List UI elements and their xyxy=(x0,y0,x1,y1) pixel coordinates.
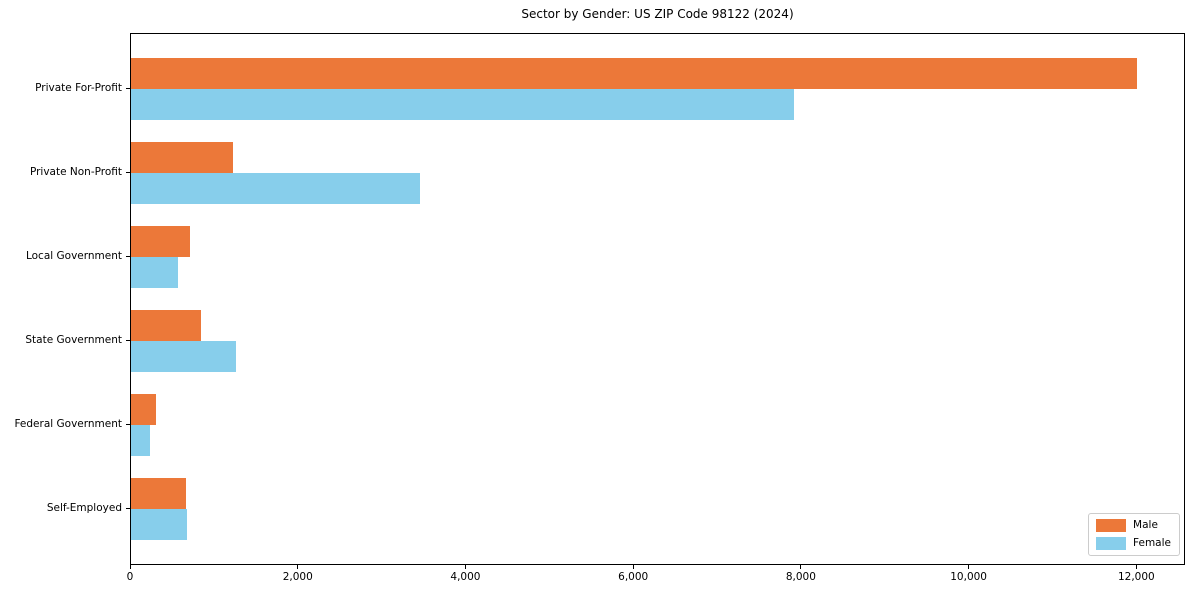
legend-item-male: Male xyxy=(1096,519,1171,532)
bar-male-private-for-profit xyxy=(131,58,1137,89)
bar-female-private-for-profit xyxy=(131,89,794,120)
y-tick-mark xyxy=(126,88,130,89)
bar-female-self-employed xyxy=(131,509,188,540)
bar-male-federal-government xyxy=(131,394,157,425)
y-tick-mark xyxy=(126,424,130,425)
female-color-swatch xyxy=(1096,537,1127,550)
x-tick-label-6-000: 6,000 xyxy=(618,571,649,583)
x-tick-label-8-000: 8,000 xyxy=(785,571,816,583)
bar-female-private-non-profit xyxy=(131,173,421,204)
legend-item-female: Female xyxy=(1096,537,1171,550)
bar-female-state-government xyxy=(131,341,236,372)
y-tick-mark xyxy=(126,340,130,341)
bar-male-private-non-profit xyxy=(131,142,234,173)
bar-female-local-government xyxy=(131,257,178,288)
x-tick-mark xyxy=(632,565,634,569)
x-tick-label-4-000: 4,000 xyxy=(450,571,481,583)
x-tick-mark xyxy=(129,565,131,569)
bar-female-federal-government xyxy=(131,425,151,456)
y-tick-label-private-non-profit: Private Non-Profit xyxy=(29,166,122,178)
x-tick-mark xyxy=(297,565,299,569)
male-color-swatch xyxy=(1096,519,1127,532)
y-tick-label-private-for-profit: Private For-Profit xyxy=(35,82,122,94)
x-tick-label-12-000: 12,000 xyxy=(1117,571,1155,583)
legend-label-female: Female xyxy=(1133,537,1171,549)
y-tick-label-federal-government: Federal Government xyxy=(14,418,122,430)
bar-male-state-government xyxy=(131,310,201,341)
y-tick-label-local-government: Local Government xyxy=(25,250,122,262)
y-tick-mark xyxy=(126,172,130,173)
legend: Male Female xyxy=(1088,513,1180,556)
plot-area: Male Female xyxy=(130,33,1185,565)
x-tick-label-10-000: 10,000 xyxy=(950,571,987,583)
x-tick-mark xyxy=(968,565,970,569)
bar-male-self-employed xyxy=(131,478,187,509)
y-tick-label-state-government: State Government xyxy=(25,334,122,346)
legend-label-male: Male xyxy=(1133,519,1158,531)
x-tick-label-0: 0 xyxy=(126,571,134,583)
y-tick-mark xyxy=(126,256,130,257)
x-tick-mark xyxy=(800,565,802,569)
x-tick-mark xyxy=(464,565,466,569)
x-tick-label-2-000: 2,000 xyxy=(282,571,313,583)
x-tick-mark xyxy=(1135,565,1137,569)
y-tick-label-self-employed: Self-Employed xyxy=(46,502,122,514)
y-tick-mark xyxy=(126,508,130,509)
bar-male-local-government xyxy=(131,226,190,257)
chart-title: Sector by Gender: US ZIP Code 98122 (202… xyxy=(521,7,794,21)
